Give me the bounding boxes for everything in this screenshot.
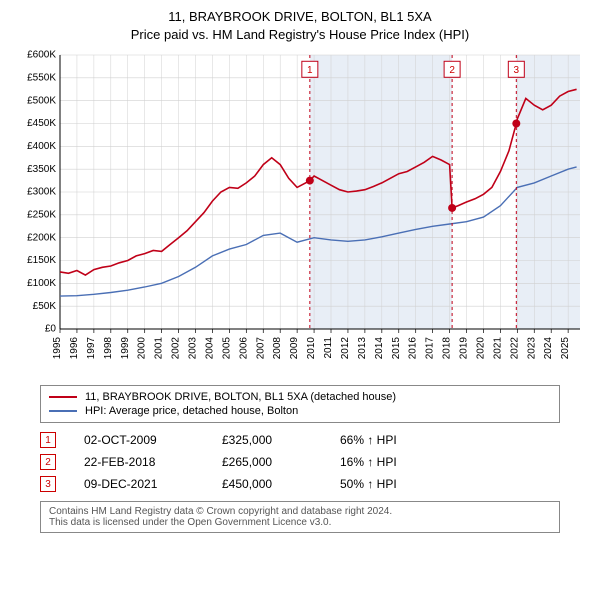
svg-text:2021: 2021 [492, 337, 503, 360]
svg-text:£400K: £400K [27, 141, 56, 152]
svg-text:£300K: £300K [27, 187, 56, 198]
svg-text:1: 1 [307, 65, 313, 76]
svg-text:2024: 2024 [543, 337, 554, 360]
title-line-1: 11, BRAYBROOK DRIVE, BOLTON, BL1 5XA [12, 8, 588, 26]
svg-text:2: 2 [449, 65, 455, 76]
transaction-badge: 3 [40, 476, 56, 492]
table-row: 2 22-FEB-2018 £265,000 16% ↑ HPI [40, 451, 560, 473]
svg-text:2022: 2022 [509, 337, 520, 360]
svg-text:1999: 1999 [120, 337, 131, 360]
svg-text:1998: 1998 [103, 337, 114, 360]
legend-row-hpi: HPI: Average price, detached house, Bolt… [49, 404, 551, 418]
svg-text:1996: 1996 [69, 337, 80, 360]
svg-text:2000: 2000 [137, 337, 148, 360]
transaction-badge: 2 [40, 454, 56, 470]
svg-text:2020: 2020 [475, 337, 486, 360]
legend-swatch-hpi [49, 410, 77, 412]
svg-text:2001: 2001 [154, 337, 165, 360]
price-vs-hpi-chart: £0 £50K £100K £150K £200K £250K £300K £350K £400… [12, 49, 588, 379]
svg-text:£0: £0 [45, 324, 57, 335]
svg-text:2012: 2012 [340, 337, 351, 360]
footer-line-2: This data is licensed under the Open Gov… [49, 517, 551, 528]
svg-text:2014: 2014 [374, 337, 385, 360]
svg-text:2002: 2002 [171, 337, 182, 360]
svg-text:£100K: £100K [27, 278, 56, 289]
transaction-price: £265,000 [222, 455, 312, 469]
table-row: 1 02-OCT-2009 £325,000 66% ↑ HPI [40, 429, 560, 451]
transactions-table: 1 02-OCT-2009 £325,000 66% ↑ HPI 2 22-FE… [40, 429, 560, 495]
title-line-2: Price paid vs. HM Land Registry's House … [12, 26, 588, 44]
svg-text:1997: 1997 [86, 337, 97, 360]
svg-text:2004: 2004 [204, 337, 215, 360]
transaction-date: 02-OCT-2009 [84, 433, 194, 447]
svg-text:2013: 2013 [357, 337, 368, 360]
svg-text:£450K: £450K [27, 118, 56, 129]
transaction-badge: 1 [40, 432, 56, 448]
svg-text:£200K: £200K [27, 232, 56, 243]
transaction-delta: 66% ↑ HPI [340, 433, 397, 447]
legend-row-price: 11, BRAYBROOK DRIVE, BOLTON, BL1 5XA (de… [49, 390, 551, 404]
svg-text:2017: 2017 [425, 337, 436, 360]
svg-text:£50K: £50K [33, 301, 57, 312]
table-row: 3 09-DEC-2021 £450,000 50% ↑ HPI [40, 473, 560, 495]
svg-text:2011: 2011 [323, 337, 334, 359]
svg-text:2018: 2018 [442, 337, 453, 360]
svg-text:2016: 2016 [408, 337, 419, 360]
svg-text:£500K: £500K [27, 95, 56, 106]
svg-text:2003: 2003 [188, 337, 199, 360]
svg-text:2025: 2025 [560, 337, 571, 360]
legend-label-hpi: HPI: Average price, detached house, Bolt… [85, 405, 298, 417]
svg-text:1995: 1995 [52, 337, 63, 360]
svg-text:£250K: £250K [27, 210, 56, 221]
svg-text:£150K: £150K [27, 255, 56, 266]
svg-text:2007: 2007 [255, 337, 266, 360]
svg-text:3: 3 [514, 65, 520, 76]
svg-text:£600K: £600K [27, 50, 56, 61]
transaction-date: 09-DEC-2021 [84, 477, 194, 491]
transaction-price: £325,000 [222, 433, 312, 447]
transaction-delta: 50% ↑ HPI [340, 477, 397, 491]
svg-text:2006: 2006 [238, 337, 249, 360]
chart-legend: 11, BRAYBROOK DRIVE, BOLTON, BL1 5XA (de… [40, 385, 560, 423]
svg-text:£350K: £350K [27, 164, 56, 175]
transaction-date: 22-FEB-2018 [84, 455, 194, 469]
legend-swatch-price [49, 396, 77, 398]
svg-text:2019: 2019 [459, 337, 470, 360]
svg-text:£550K: £550K [27, 73, 56, 84]
legend-label-price: 11, BRAYBROOK DRIVE, BOLTON, BL1 5XA (de… [85, 391, 396, 403]
transaction-price: £450,000 [222, 477, 312, 491]
chart-title: 11, BRAYBROOK DRIVE, BOLTON, BL1 5XA Pri… [12, 8, 588, 43]
svg-text:2005: 2005 [221, 337, 232, 360]
transaction-delta: 16% ↑ HPI [340, 455, 397, 469]
svg-text:2009: 2009 [289, 337, 300, 360]
svg-text:2015: 2015 [391, 337, 402, 360]
svg-text:2010: 2010 [306, 337, 317, 360]
attribution-footer: Contains HM Land Registry data © Crown c… [40, 501, 560, 533]
svg-text:2023: 2023 [526, 337, 537, 360]
footer-line-1: Contains HM Land Registry data © Crown c… [49, 506, 551, 517]
svg-text:2008: 2008 [272, 337, 283, 360]
